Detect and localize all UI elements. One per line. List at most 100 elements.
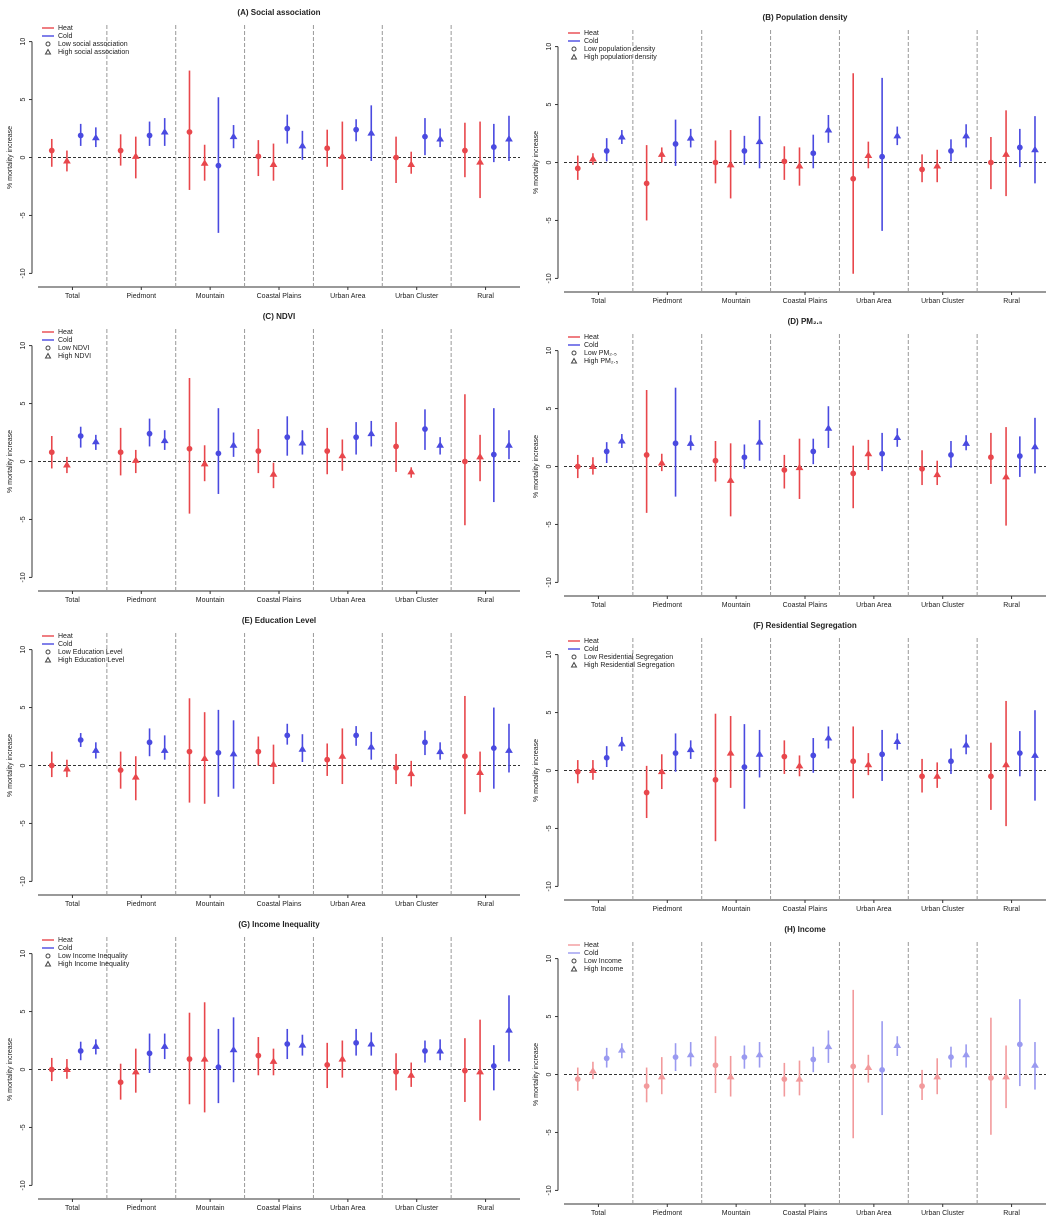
y-tick-label: 0 bbox=[20, 459, 27, 463]
point bbox=[91, 437, 100, 445]
legend-label: Low PM₂.₅ bbox=[584, 350, 617, 357]
point bbox=[1016, 144, 1023, 151]
y-tick-label: 10 bbox=[20, 950, 27, 958]
legend-label: High PM₂.₅ bbox=[584, 358, 619, 365]
point bbox=[988, 1075, 994, 1081]
point bbox=[407, 160, 416, 167]
panel-title: (E) Education Level bbox=[242, 616, 316, 625]
legend-label: High Income bbox=[584, 966, 623, 973]
point bbox=[781, 158, 788, 165]
legend-marker bbox=[570, 661, 578, 668]
y-tick-label: 0 bbox=[546, 160, 553, 164]
legend-marker bbox=[570, 965, 578, 972]
panel-title: (H) Income bbox=[784, 925, 826, 934]
point bbox=[824, 126, 833, 133]
point bbox=[160, 128, 169, 135]
panel-title: (B) Population density bbox=[763, 13, 848, 22]
point bbox=[919, 773, 925, 780]
point bbox=[850, 1063, 857, 1070]
point bbox=[781, 467, 788, 473]
point bbox=[864, 760, 873, 768]
point bbox=[574, 165, 581, 172]
point bbox=[215, 162, 222, 169]
point bbox=[603, 1055, 610, 1062]
legend-label: High social association bbox=[58, 49, 129, 56]
panel-title: (D) PM₂.₅ bbox=[788, 317, 823, 326]
point bbox=[255, 748, 262, 755]
point bbox=[1016, 1041, 1023, 1048]
point bbox=[229, 441, 238, 448]
point bbox=[962, 439, 971, 446]
point bbox=[255, 448, 262, 454]
point bbox=[117, 449, 124, 456]
legend-marker bbox=[571, 46, 577, 52]
panel-title: (A) Social association bbox=[237, 8, 320, 17]
y-tick-label: -10 bbox=[546, 273, 553, 283]
point bbox=[988, 773, 994, 780]
point bbox=[269, 760, 278, 767]
x-tick-label: Piedmont bbox=[652, 298, 682, 305]
point bbox=[436, 747, 445, 755]
point bbox=[490, 1063, 497, 1069]
point bbox=[988, 454, 994, 461]
point bbox=[63, 461, 71, 468]
legend-label: High Income Inequality bbox=[58, 961, 130, 968]
point bbox=[48, 762, 55, 769]
point bbox=[229, 749, 238, 757]
x-tick-label: Urban Area bbox=[330, 1205, 366, 1212]
y-axis-label: % mortality increase bbox=[7, 1038, 14, 1101]
x-tick-label: Urban Cluster bbox=[395, 597, 439, 604]
point bbox=[686, 1050, 695, 1058]
legend-label: High population density bbox=[584, 54, 657, 61]
point bbox=[269, 160, 278, 167]
point bbox=[353, 434, 360, 441]
panel: (H) Income % mortality increase -10 -5 0 5 10 T… bbox=[533, 925, 1046, 1217]
legend-label: High Education Level bbox=[58, 657, 125, 664]
point bbox=[117, 147, 124, 154]
x-tick-label: Mountain bbox=[722, 906, 751, 913]
point bbox=[338, 152, 347, 159]
point bbox=[657, 767, 666, 775]
point bbox=[146, 132, 153, 139]
x-tick-label: Rural bbox=[477, 1205, 494, 1212]
point bbox=[505, 746, 513, 753]
panel: (C) NDVI % mortality increase -10 -5 0 5 10 Tot… bbox=[7, 312, 520, 604]
y-tick-label: 10 bbox=[20, 342, 27, 350]
point bbox=[603, 754, 610, 761]
point bbox=[131, 152, 140, 159]
point bbox=[229, 1045, 238, 1053]
x-tick-label: Mountain bbox=[196, 293, 225, 300]
point bbox=[407, 1071, 416, 1078]
point bbox=[1002, 472, 1010, 480]
x-tick-label: Urban Area bbox=[856, 1210, 892, 1217]
legend-label: Cold bbox=[58, 337, 73, 344]
point bbox=[490, 745, 497, 752]
point bbox=[755, 750, 764, 757]
point bbox=[367, 742, 376, 750]
legend-label: Cold bbox=[58, 33, 73, 40]
x-tick-label: Urban Cluster bbox=[921, 1210, 965, 1217]
point bbox=[298, 745, 307, 752]
legend-label: Heat bbox=[584, 334, 599, 341]
y-tick-label: 10 bbox=[546, 955, 553, 963]
x-tick-label: Urban Cluster bbox=[395, 901, 439, 908]
point bbox=[462, 753, 468, 760]
legend-marker bbox=[571, 654, 577, 660]
y-axis-label: % mortality increase bbox=[533, 739, 540, 802]
x-tick-label: Total bbox=[591, 298, 606, 305]
point bbox=[117, 1079, 124, 1086]
point bbox=[338, 451, 347, 459]
point bbox=[712, 457, 719, 464]
point bbox=[962, 741, 971, 748]
point bbox=[200, 459, 209, 467]
point bbox=[476, 1067, 484, 1075]
point bbox=[77, 1048, 84, 1054]
point bbox=[781, 1076, 788, 1083]
point bbox=[1031, 751, 1039, 758]
x-tick-label: Urban Cluster bbox=[921, 906, 965, 913]
point bbox=[810, 150, 817, 157]
point bbox=[589, 462, 597, 469]
legend-marker bbox=[45, 345, 51, 351]
legend-label: Low social association bbox=[58, 41, 128, 48]
point bbox=[824, 734, 833, 741]
